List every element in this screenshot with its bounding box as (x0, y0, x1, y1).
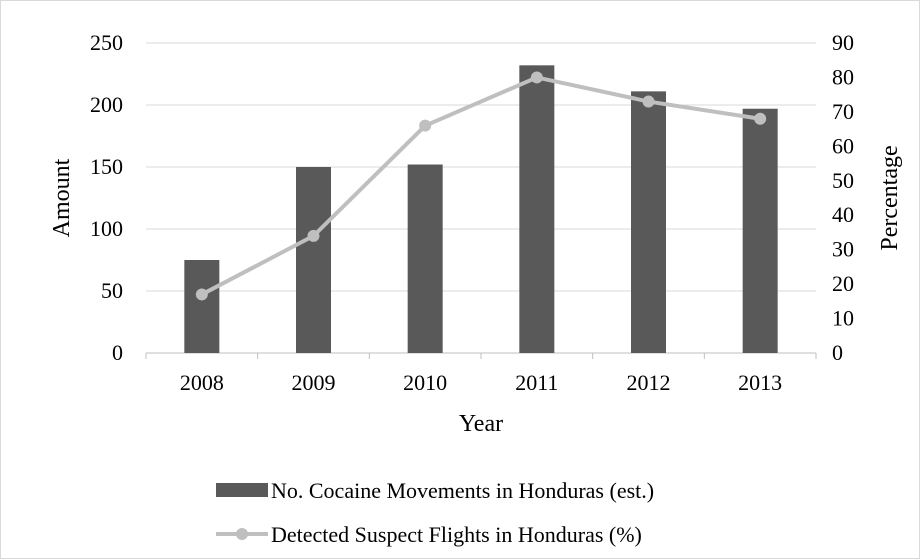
x-tick-label: 2012 (627, 370, 671, 395)
y-tick-label: 50 (101, 278, 123, 303)
line-series (195, 71, 767, 301)
legend-label-line: Detected Suspect Flights in Honduras (%) (271, 522, 642, 547)
y-tick-label: 150 (90, 154, 123, 179)
left-axis-ticks: 0 50 100 150 200 250 (90, 30, 123, 365)
y2-tick-label: 80 (832, 64, 854, 89)
y2-tick-label: 0 (832, 340, 843, 365)
line-point (754, 112, 767, 125)
y-tick-label: 250 (90, 30, 123, 55)
y2-tick-label: 10 (832, 306, 854, 331)
x-tick-label: 2008 (180, 370, 224, 395)
series-line (200, 75, 761, 297)
y2-tick-label: 20 (832, 271, 854, 296)
line-point (642, 95, 655, 108)
x-axis-ticks: 2008 2009 2010 2011 2012 2013 (180, 370, 782, 395)
x-tick-label: 2009 (292, 370, 336, 395)
y2-tick-label: 90 (832, 30, 854, 55)
line-point (195, 288, 208, 301)
x-tick-label: 2013 (738, 370, 782, 395)
legend-marker-swatch (236, 528, 248, 540)
y-axis-title: Amount (49, 158, 75, 237)
y-tick-label: 200 (90, 92, 123, 117)
y2-tick-label: 40 (832, 202, 854, 227)
line-point (530, 71, 543, 84)
y-tick-label: 0 (112, 340, 123, 365)
bar (742, 108, 778, 353)
x-tick-label: 2010 (403, 370, 447, 395)
bar (519, 65, 555, 353)
x-axis-title: Year (459, 411, 503, 437)
legend-item-line: Detected Suspect Flights in Honduras (%) (216, 522, 642, 547)
bar (631, 91, 666, 354)
y2-axis-title: Percentage (877, 145, 903, 250)
y2-tick-label: 30 (832, 237, 854, 262)
right-axis-ticks: 0 10 20 30 40 50 60 70 80 90 (832, 30, 854, 365)
bar-series (184, 65, 778, 354)
x-tick-label: 2011 (515, 370, 558, 395)
y2-tick-label: 70 (832, 99, 854, 124)
line-point (419, 119, 432, 132)
legend-swatch-bars (216, 483, 268, 497)
legend-item-bars: No. Cocaine Movements in Honduras (est.) (216, 478, 654, 503)
y2-tick-label: 60 (832, 133, 854, 158)
bar (184, 260, 220, 353)
bar (296, 167, 331, 353)
bar (407, 164, 443, 353)
y-tick-label: 100 (90, 216, 123, 241)
line-point (307, 229, 320, 242)
legend: No. Cocaine Movements in Honduras (est.)… (216, 478, 654, 547)
gridlines (145, 42, 817, 359)
legend-label-bars: No. Cocaine Movements in Honduras (est.) (271, 478, 654, 503)
y2-tick-label: 50 (832, 168, 854, 193)
